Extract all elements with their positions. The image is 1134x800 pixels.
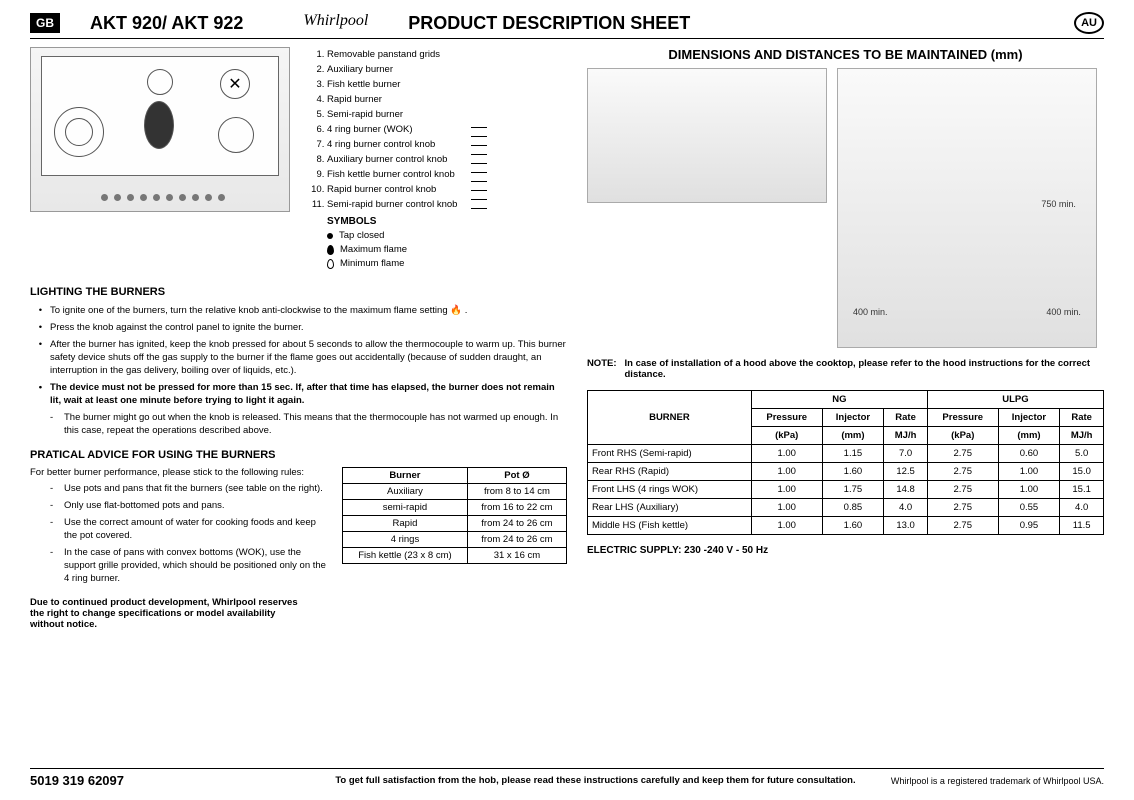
dim-label: 400 min.: [853, 307, 888, 317]
symbol-max-flame: Maximum flame: [327, 243, 457, 257]
part-item: Auxiliary burner control knob: [327, 152, 457, 167]
note-text: In case of installation of a hood above …: [625, 358, 1105, 380]
sub-header: Pressure: [751, 409, 822, 427]
header: GB AKT 920/ AKT 922 Whirlpool PRODUCT DE…: [30, 12, 1104, 39]
dot-icon: [327, 233, 333, 239]
pot-cell: Fish kettle (23 x 8 cm): [342, 548, 467, 564]
lighting-item: To ignite one of the burners, turn the r…: [50, 304, 567, 317]
unit-header: (kPa): [927, 427, 998, 445]
flame-min-icon: [327, 259, 334, 269]
parts-list: Removable panstand grids Auxiliary burne…: [305, 47, 457, 271]
spec-table: BURNER NG ULPG Pressure Injector Rate Pr…: [587, 390, 1104, 535]
footer-trademark: Whirlpool is a registered trademark of W…: [891, 776, 1104, 786]
pot-cell: from 24 to 26 cm: [467, 532, 566, 548]
pot-cell: from 8 to 14 cm: [467, 484, 566, 500]
spec-row: Front LHS (4 rings WOK) 1.001.7514.8 2.7…: [587, 481, 1103, 499]
sub-header: Rate: [1060, 409, 1104, 427]
brand-logo: Whirlpool: [303, 12, 368, 30]
dim-label: 750 min.: [1041, 199, 1076, 209]
flame-max-icon: [327, 245, 334, 255]
part-item: 4 ring burner control knob: [327, 137, 457, 152]
advice-item: Use pots and pans that fit the burners (…: [50, 482, 330, 495]
lighting-item-bold: The device must not be pressed for more …: [50, 381, 567, 407]
spec-row: Middle HS (Fish kettle) 1.001.6013.0 2.7…: [587, 517, 1103, 535]
lighting-title: LIGHTING THE BURNERS: [30, 286, 567, 298]
pot-cell: 4 rings: [342, 532, 467, 548]
advice-item: Use the correct amount of water for cook…: [50, 516, 330, 542]
lighting-item: Press the knob against the control panel…: [50, 321, 567, 334]
symbols-title: SYMBOLS: [327, 216, 457, 227]
footer-message: To get full satisfaction from the hob, p…: [300, 775, 891, 786]
advice-title: PRATICAL ADVICE FOR USING THE BURNERS: [30, 449, 567, 461]
footer-code: 5019 319 62097: [30, 773, 300, 788]
advice-intro: For better burner performance, please st…: [30, 467, 330, 478]
lighting-item: After the burner has ignited, keep the k…: [50, 338, 567, 377]
pot-header: Burner: [342, 468, 467, 484]
unit-header: MJ/h: [884, 427, 928, 445]
part-item: Rapid burner: [327, 92, 457, 107]
sheet-title: PRODUCT DESCRIPTION SHEET: [408, 13, 1074, 34]
pot-cell: semi-rapid: [342, 500, 467, 516]
pot-cell: Rapid: [342, 516, 467, 532]
pot-cell: 31 x 16 cm: [467, 548, 566, 564]
part-item: 4 ring burner (WOK): [327, 122, 457, 137]
pot-cell: Auxiliary: [342, 484, 467, 500]
left-column: Removable panstand grids Auxiliary burne…: [30, 47, 567, 630]
spec-row: Rear RHS (Rapid) 1.001.6012.5 2.751.0015…: [587, 463, 1103, 481]
unit-header: (kPa): [751, 427, 822, 445]
part-item: Removable panstand grids: [327, 47, 457, 62]
note-label: NOTE:: [587, 358, 617, 380]
spec-row: Front RHS (Semi-rapid) 1.001.157.0 2.750…: [587, 445, 1103, 463]
content: Removable panstand grids Auxiliary burne…: [30, 47, 1104, 630]
part-item: Fish kettle burner control knob: [327, 167, 457, 182]
model-number: AKT 920/ AKT 922: [90, 13, 243, 34]
pot-cell: from 16 to 22 cm: [467, 500, 566, 516]
pot-header: Pot Ø: [467, 468, 566, 484]
advice-item: Only use flat-bottomed pots and pans.: [50, 499, 330, 512]
unit-header: (mm): [822, 427, 884, 445]
lighting-dash-item: The burner might go out when the knob is…: [50, 411, 567, 437]
group-header: NG: [751, 391, 927, 409]
electric-supply: ELECTRIC SUPPLY: 230 -240 V - 50 Hz: [587, 545, 1104, 556]
symbol-min-flame: Minimum flame: [327, 257, 457, 271]
group-header: ULPG: [927, 391, 1103, 409]
part-item: Auxiliary burner: [327, 62, 457, 77]
advice-item: In the case of pans with convex bottoms …: [50, 546, 330, 585]
au-badge: AU: [1074, 12, 1104, 34]
right-column: DIMENSIONS AND DISTANCES TO BE MAINTAINE…: [587, 47, 1104, 630]
dim-label: 400 min.: [1046, 307, 1081, 317]
unit-header: MJ/h: [1060, 427, 1104, 445]
pot-table: Burner Pot Ø Auxiliaryfrom 8 to 14 cm se…: [342, 467, 567, 564]
lighting-dash: The burner might go out when the knob is…: [30, 411, 567, 437]
knob-symbol-icons: [471, 127, 487, 209]
part-item: Rapid burner control knob: [327, 182, 457, 197]
unit-header: (mm): [998, 427, 1060, 445]
footer: 5019 319 62097 To get full satisfaction …: [30, 768, 1104, 788]
part-item: Semi-rapid burner control knob: [327, 197, 457, 212]
note-row: NOTE: In case of installation of a hood …: [587, 358, 1104, 380]
burner-header: BURNER: [587, 391, 751, 445]
dims-title: DIMENSIONS AND DISTANCES TO BE MAINTAINE…: [587, 47, 1104, 62]
sub-header: Injector: [998, 409, 1060, 427]
sub-header: Pressure: [927, 409, 998, 427]
sub-header: Injector: [822, 409, 884, 427]
top-left-block: Removable panstand grids Auxiliary burne…: [30, 47, 567, 271]
disclaimer: Due to continued product development, Wh…: [30, 597, 300, 630]
hob-diagram: [30, 47, 290, 212]
dimensions-figure-1: [587, 68, 827, 203]
sub-header: Rate: [884, 409, 928, 427]
part-item: Fish kettle burner: [327, 77, 457, 92]
spec-row: Rear LHS (Auxiliary) 1.000.854.0 2.750.5…: [587, 499, 1103, 517]
symbol-tap-closed: Tap closed: [327, 229, 457, 243]
gb-badge: GB: [30, 13, 60, 33]
pot-cell: from 24 to 26 cm: [467, 516, 566, 532]
advice-dashes: Use pots and pans that fit the burners (…: [30, 482, 330, 585]
lighting-bullets: To ignite one of the burners, turn the r…: [30, 304, 567, 407]
part-item: Semi-rapid burner: [327, 107, 457, 122]
dimensions-figure-2: 750 min. 400 min. 400 min.: [837, 68, 1097, 348]
